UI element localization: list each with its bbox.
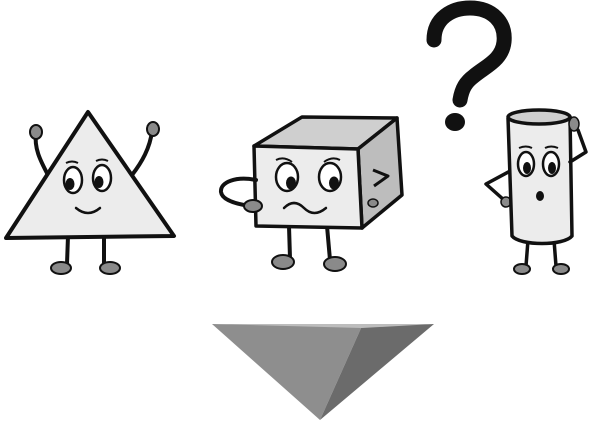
cube-worried-mouth <box>282 201 328 215</box>
inverted-pyramid-shape <box>212 324 434 420</box>
cylinder-left-pupil <box>523 162 531 174</box>
triangle-smile <box>74 206 102 215</box>
cube-right-arm <box>372 168 390 188</box>
triangle-left-hand <box>29 124 43 140</box>
cylinder-character <box>484 108 588 275</box>
cube-front-face <box>252 144 364 230</box>
cylinder-left-leg <box>524 238 530 268</box>
cylinder-right-arm <box>568 128 588 164</box>
cube-right-foot <box>323 256 347 272</box>
cube-character <box>219 115 404 272</box>
triangle-body <box>4 110 176 240</box>
triangle-left-brow <box>65 160 79 164</box>
cube-right-brow <box>323 157 341 163</box>
cylinder-right-foot <box>552 263 570 275</box>
cylinder-left-brow <box>518 145 533 149</box>
cube-right-pupil <box>329 176 339 190</box>
triangle-right-brow <box>95 158 109 162</box>
cube-left-leg <box>287 224 292 260</box>
pyramid-left-face <box>212 324 362 420</box>
question-mark-icon <box>426 0 512 131</box>
cube-left-hand <box>243 199 263 213</box>
cylinder-left-arm <box>484 168 514 202</box>
cube-left-brow <box>275 157 293 163</box>
triangle-right-hand <box>146 121 160 137</box>
cylinder-left-foot <box>513 263 531 275</box>
triangle-left-leg <box>65 234 70 266</box>
pyramid-right-face <box>320 324 434 420</box>
triangle-right-arm <box>130 129 154 177</box>
pyramid-top-edge <box>212 324 434 328</box>
triangle-left-pupil <box>65 178 75 190</box>
cylinder-body <box>506 115 574 246</box>
cylinder-top <box>506 108 572 126</box>
question-mark-curve <box>426 0 512 108</box>
triangle-left-foot <box>50 261 72 275</box>
cube-left-pupil <box>286 176 296 190</box>
triangle-character <box>4 110 176 275</box>
cube-left-arm <box>219 176 258 208</box>
cube-right-leg <box>325 224 332 262</box>
cylinder-right-pupil <box>548 162 556 174</box>
question-mark-dot <box>445 113 465 131</box>
cylinder-right-hand <box>568 116 580 132</box>
cube-left-foot <box>271 254 295 270</box>
triangle-right-foot <box>99 261 121 275</box>
cylinder-right-brow <box>544 145 559 149</box>
cylinder-surprised-mouth <box>536 191 544 201</box>
triangle-right-pupil <box>94 176 104 188</box>
cube-right-hand <box>367 198 379 208</box>
